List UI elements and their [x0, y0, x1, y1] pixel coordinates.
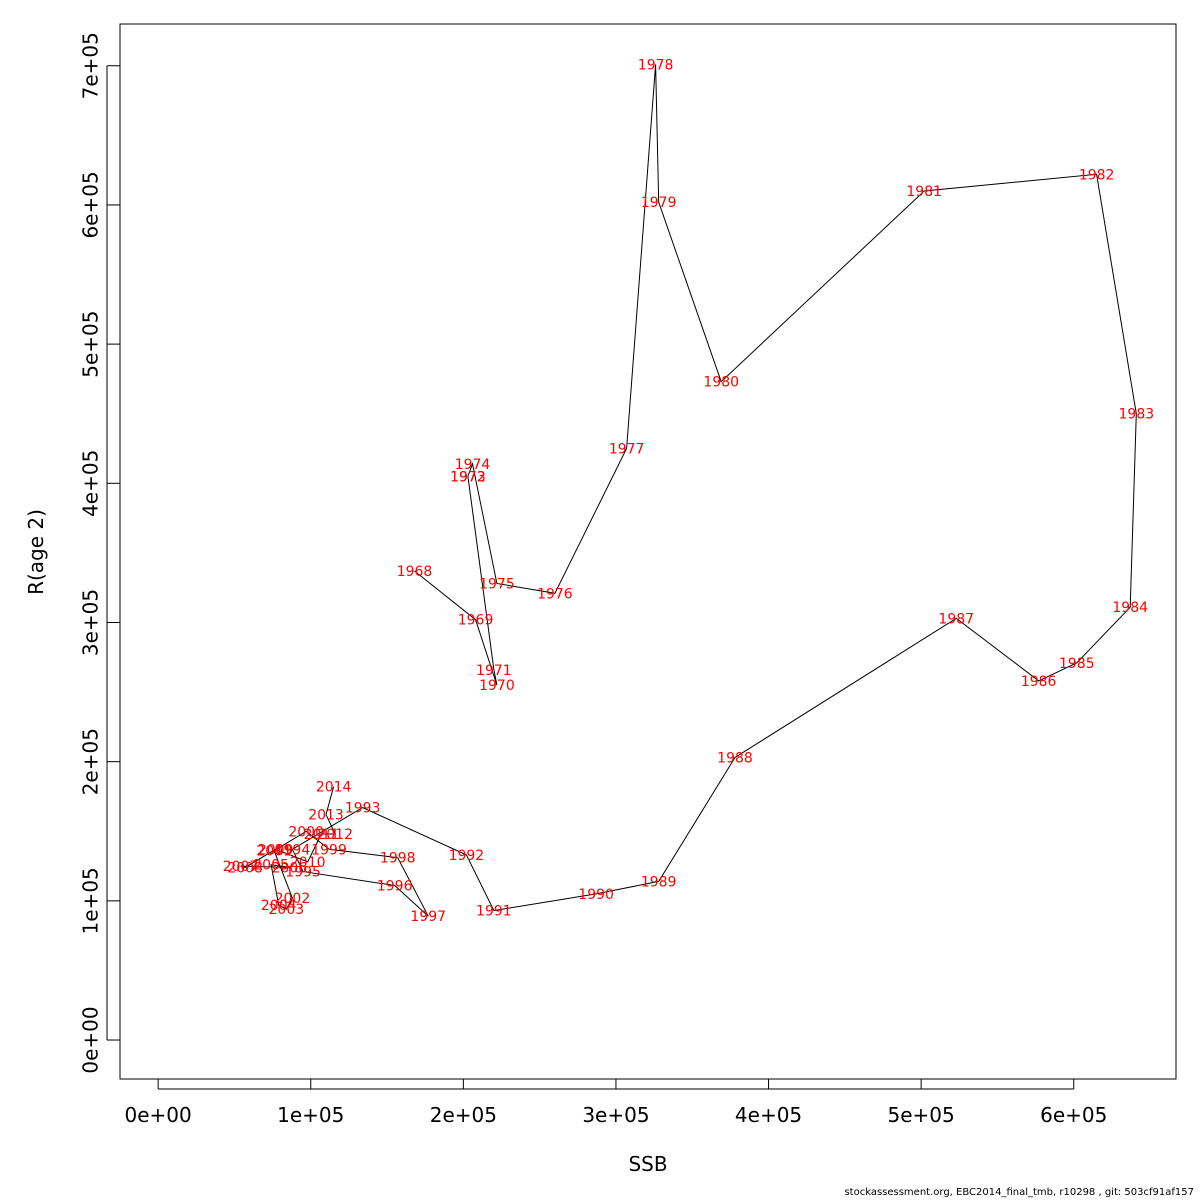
year-label-2008: 2008	[227, 860, 263, 876]
year-label-1998: 1998	[380, 851, 416, 867]
year-label-2000: 2000	[288, 824, 324, 840]
year-label-1995: 1995	[285, 865, 321, 881]
year-label-2011: 2011	[304, 827, 340, 843]
year-label-1993: 1993	[345, 801, 381, 817]
y-tick-label: 2e+05	[79, 728, 103, 795]
year-label-2014: 2014	[316, 780, 352, 796]
year-label-1976: 1976	[537, 586, 573, 602]
x-tick-label: 0e+00	[125, 1103, 192, 1127]
plot-frame	[119, 23, 1177, 1080]
y-tick-label: 6e+05	[79, 171, 103, 238]
year-label-1973: 1973	[450, 469, 486, 485]
year-label-1991: 1991	[476, 904, 512, 920]
y-tick-label: 4e+05	[79, 450, 103, 517]
year-label-2013: 2013	[308, 808, 344, 824]
year-label-2010: 2010	[290, 855, 326, 871]
year-label-1985: 1985	[1059, 656, 1095, 672]
year-label-1981: 1981	[906, 184, 942, 200]
year-label-2009: 2009	[258, 842, 294, 858]
year-label-1982: 1982	[1079, 167, 1115, 183]
y-axis-title: R(age 2)	[24, 509, 48, 595]
year-label-2002: 2002	[275, 891, 311, 907]
year-label-1983: 1983	[1119, 407, 1155, 423]
year-label-1968: 1968	[397, 564, 433, 580]
y-tick-label: 7e+05	[79, 32, 103, 99]
x-tick-label: 1e+05	[277, 1103, 344, 1127]
y-tick-label: 5e+05	[79, 310, 103, 377]
year-label-2012: 2012	[317, 827, 353, 843]
x-tick-label: 5e+05	[888, 1103, 955, 1127]
year-label-1989: 1989	[641, 874, 677, 890]
x-tick-label: 6e+05	[1040, 1103, 1107, 1127]
year-label-1994: 1994	[275, 842, 311, 858]
year-label-1978: 1978	[638, 57, 674, 73]
x-axis-title: SSB	[628, 1152, 667, 1176]
year-label-2006: 2006	[272, 860, 308, 876]
year-label-2001: 2001	[256, 844, 292, 860]
year-label-1986: 1986	[1021, 674, 1057, 690]
year-label-1997: 1997	[410, 909, 446, 925]
year-label-1999: 1999	[311, 842, 347, 858]
year-label-1971: 1971	[476, 663, 512, 679]
year-label-1980: 1980	[703, 375, 739, 391]
x-tick-label: 4e+05	[735, 1103, 802, 1127]
sr-line	[240, 64, 1137, 917]
year-label-1972: 1972	[450, 469, 486, 485]
year-label-1969: 1969	[458, 613, 494, 629]
year-label-1977: 1977	[609, 442, 645, 458]
year-label-1987: 1987	[938, 611, 974, 627]
x-axis: 0e+00 1e+05 2e+05 3e+05 4e+05 5e+05 6e+05	[125, 1079, 1107, 1127]
year-label-2004: 2004	[261, 898, 297, 914]
footer-note: stockassessment.org, EBC2014_final_tmb, …	[844, 1187, 1194, 1198]
y-axis: 0e+00 1e+05 2e+05 3e+05 4e+05 5e+05 6e+05 7e+05	[79, 32, 120, 1074]
year-label-1979: 1979	[641, 195, 677, 211]
year-label-1992: 1992	[449, 848, 485, 864]
x-tick-label: 3e+05	[582, 1103, 649, 1127]
year-label-2005: 2005	[253, 858, 289, 874]
year-label-2003: 2003	[269, 902, 305, 918]
y-tick-label: 1e+05	[79, 867, 103, 934]
year-label-1970: 1970	[479, 678, 515, 694]
y-tick-label: 0e+00	[79, 1006, 103, 1073]
year-label-1984: 1984	[1112, 600, 1148, 616]
year-label-1974: 1974	[455, 457, 491, 473]
year-label-1975: 1975	[479, 577, 515, 593]
y-tick-label: 3e+05	[79, 589, 103, 656]
year-label-2007: 2007	[223, 859, 259, 875]
year-label-1996: 1996	[377, 879, 413, 895]
year-label-1990: 1990	[578, 887, 614, 903]
year-label-1988: 1988	[717, 750, 753, 766]
x-tick-label: 2e+05	[430, 1103, 497, 1127]
sr-trajectory	[240, 64, 1137, 917]
